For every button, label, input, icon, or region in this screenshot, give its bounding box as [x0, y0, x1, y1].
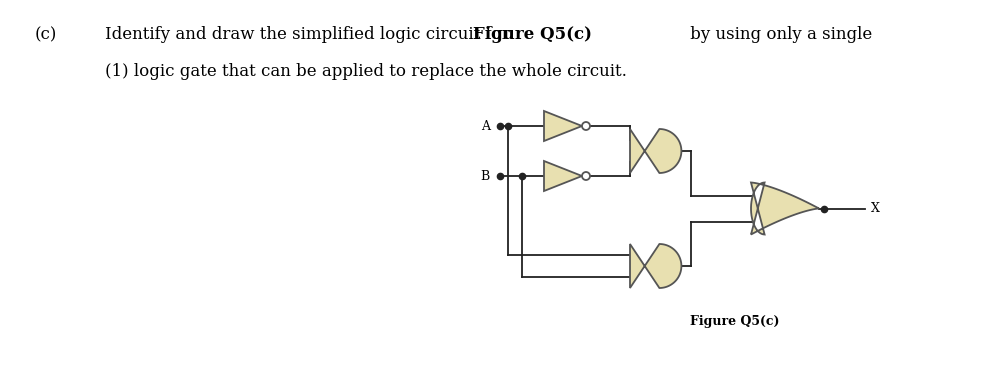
Circle shape	[582, 172, 590, 180]
Text: B: B	[481, 170, 490, 182]
Circle shape	[582, 122, 590, 130]
Text: Identify and draw the simplified logic circuit for: Identify and draw the simplified logic c…	[105, 26, 515, 43]
Polygon shape	[630, 244, 682, 288]
Text: (1) logic gate that can be applied to replace the whole circuit.: (1) logic gate that can be applied to re…	[105, 63, 627, 80]
Polygon shape	[544, 161, 582, 191]
Text: (c): (c)	[35, 26, 57, 43]
Text: Figure Q5(c): Figure Q5(c)	[473, 26, 592, 43]
Text: Figure Q5(c): Figure Q5(c)	[691, 314, 779, 328]
Text: by using only a single: by using only a single	[685, 26, 872, 43]
Polygon shape	[751, 182, 819, 234]
Polygon shape	[544, 111, 582, 141]
Polygon shape	[630, 129, 682, 173]
Text: X: X	[871, 202, 880, 215]
Text: A: A	[481, 120, 490, 133]
